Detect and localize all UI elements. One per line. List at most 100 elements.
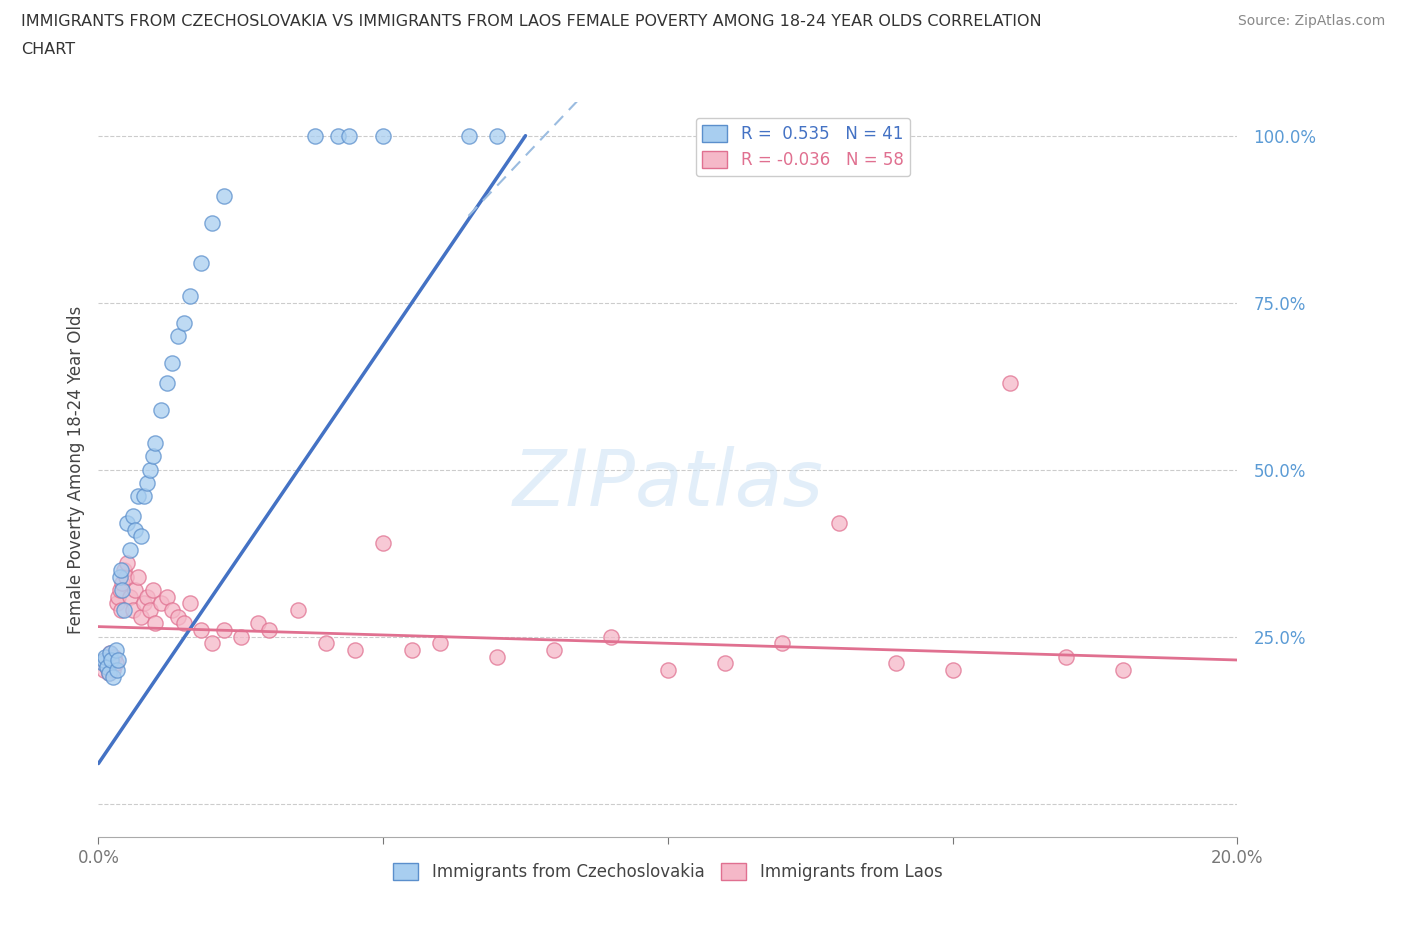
Point	[132, 489, 155, 504]
Point	[145, 616, 167, 631]
Point	[141, 582, 163, 597]
Point	[110, 603, 132, 618]
Point	[167, 328, 190, 343]
Point	[486, 649, 509, 664]
Point	[111, 576, 134, 591]
Point	[97, 666, 120, 681]
Point	[201, 215, 224, 230]
Point	[93, 662, 115, 677]
Point	[135, 475, 157, 490]
Point	[173, 616, 195, 631]
Point	[110, 563, 132, 578]
Point	[337, 128, 360, 143]
Point	[100, 653, 122, 668]
Point	[118, 542, 141, 557]
Point	[132, 596, 155, 611]
Point	[101, 662, 124, 677]
Point	[179, 596, 201, 611]
Point	[714, 656, 737, 671]
Point	[96, 659, 118, 674]
Point	[884, 656, 907, 671]
Point	[124, 523, 146, 538]
Point	[129, 609, 152, 624]
Point	[96, 659, 118, 674]
Point	[94, 649, 117, 664]
Point	[246, 616, 269, 631]
Point	[145, 435, 167, 450]
Point	[173, 315, 195, 330]
Point	[543, 643, 565, 658]
Point	[326, 128, 349, 143]
Point	[127, 489, 149, 504]
Point	[94, 653, 117, 668]
Point	[107, 589, 129, 604]
Point	[104, 643, 127, 658]
Point	[112, 603, 135, 618]
Text: Source: ZipAtlas.com: Source: ZipAtlas.com	[1237, 14, 1385, 28]
Point	[93, 653, 115, 668]
Point	[212, 622, 235, 637]
Text: IMMIGRANTS FROM CZECHOSLOVAKIA VS IMMIGRANTS FROM LAOS FEMALE POVERTY AMONG 18-2: IMMIGRANTS FROM CZECHOSLOVAKIA VS IMMIGR…	[21, 14, 1042, 29]
Point	[121, 603, 143, 618]
Point	[104, 656, 127, 671]
Point	[998, 376, 1021, 391]
Point	[105, 662, 128, 677]
Point	[98, 646, 121, 661]
Point	[373, 536, 395, 551]
Point	[150, 596, 173, 611]
Point	[118, 589, 141, 604]
Point	[343, 643, 366, 658]
Point	[162, 355, 184, 370]
Point	[167, 609, 190, 624]
Point	[103, 649, 125, 664]
Point	[121, 509, 143, 524]
Point	[162, 603, 184, 618]
Point	[91, 656, 114, 671]
Point	[107, 653, 129, 668]
Point	[105, 596, 128, 611]
Point	[304, 128, 326, 143]
Point	[135, 589, 157, 604]
Point	[229, 630, 252, 644]
Point	[138, 603, 160, 618]
Point	[486, 128, 509, 143]
Point	[111, 582, 134, 597]
Point	[401, 643, 423, 658]
Point	[150, 402, 173, 417]
Point	[129, 529, 152, 544]
Point	[156, 589, 179, 604]
Point	[124, 582, 146, 597]
Point	[97, 666, 120, 681]
Point	[100, 653, 122, 668]
Point	[657, 662, 679, 677]
Point	[259, 622, 281, 637]
Point	[190, 255, 212, 270]
Point	[156, 376, 179, 391]
Legend: Immigrants from Czechoslovakia, Immigrants from Laos: Immigrants from Czechoslovakia, Immigran…	[387, 856, 949, 887]
Point	[315, 636, 337, 651]
Point	[108, 582, 131, 597]
Point	[212, 189, 235, 204]
Point	[287, 603, 309, 618]
Point	[429, 636, 451, 651]
Point	[190, 622, 212, 637]
Point	[373, 128, 395, 143]
Text: ZIPatlas: ZIPatlas	[512, 446, 824, 523]
Point	[138, 462, 160, 477]
Point	[770, 636, 793, 651]
Point	[101, 670, 124, 684]
Point	[115, 515, 138, 530]
Point	[457, 128, 479, 143]
Point	[1112, 662, 1135, 677]
Point	[1056, 649, 1078, 664]
Point	[828, 515, 851, 530]
Point	[98, 646, 121, 661]
Point	[600, 630, 623, 644]
Point	[141, 449, 163, 464]
Point	[942, 662, 965, 677]
Point	[91, 656, 114, 671]
Point	[114, 569, 136, 584]
Point	[112, 563, 135, 578]
Y-axis label: Female Poverty Among 18-24 Year Olds: Female Poverty Among 18-24 Year Olds	[66, 306, 84, 633]
Point	[201, 636, 224, 651]
